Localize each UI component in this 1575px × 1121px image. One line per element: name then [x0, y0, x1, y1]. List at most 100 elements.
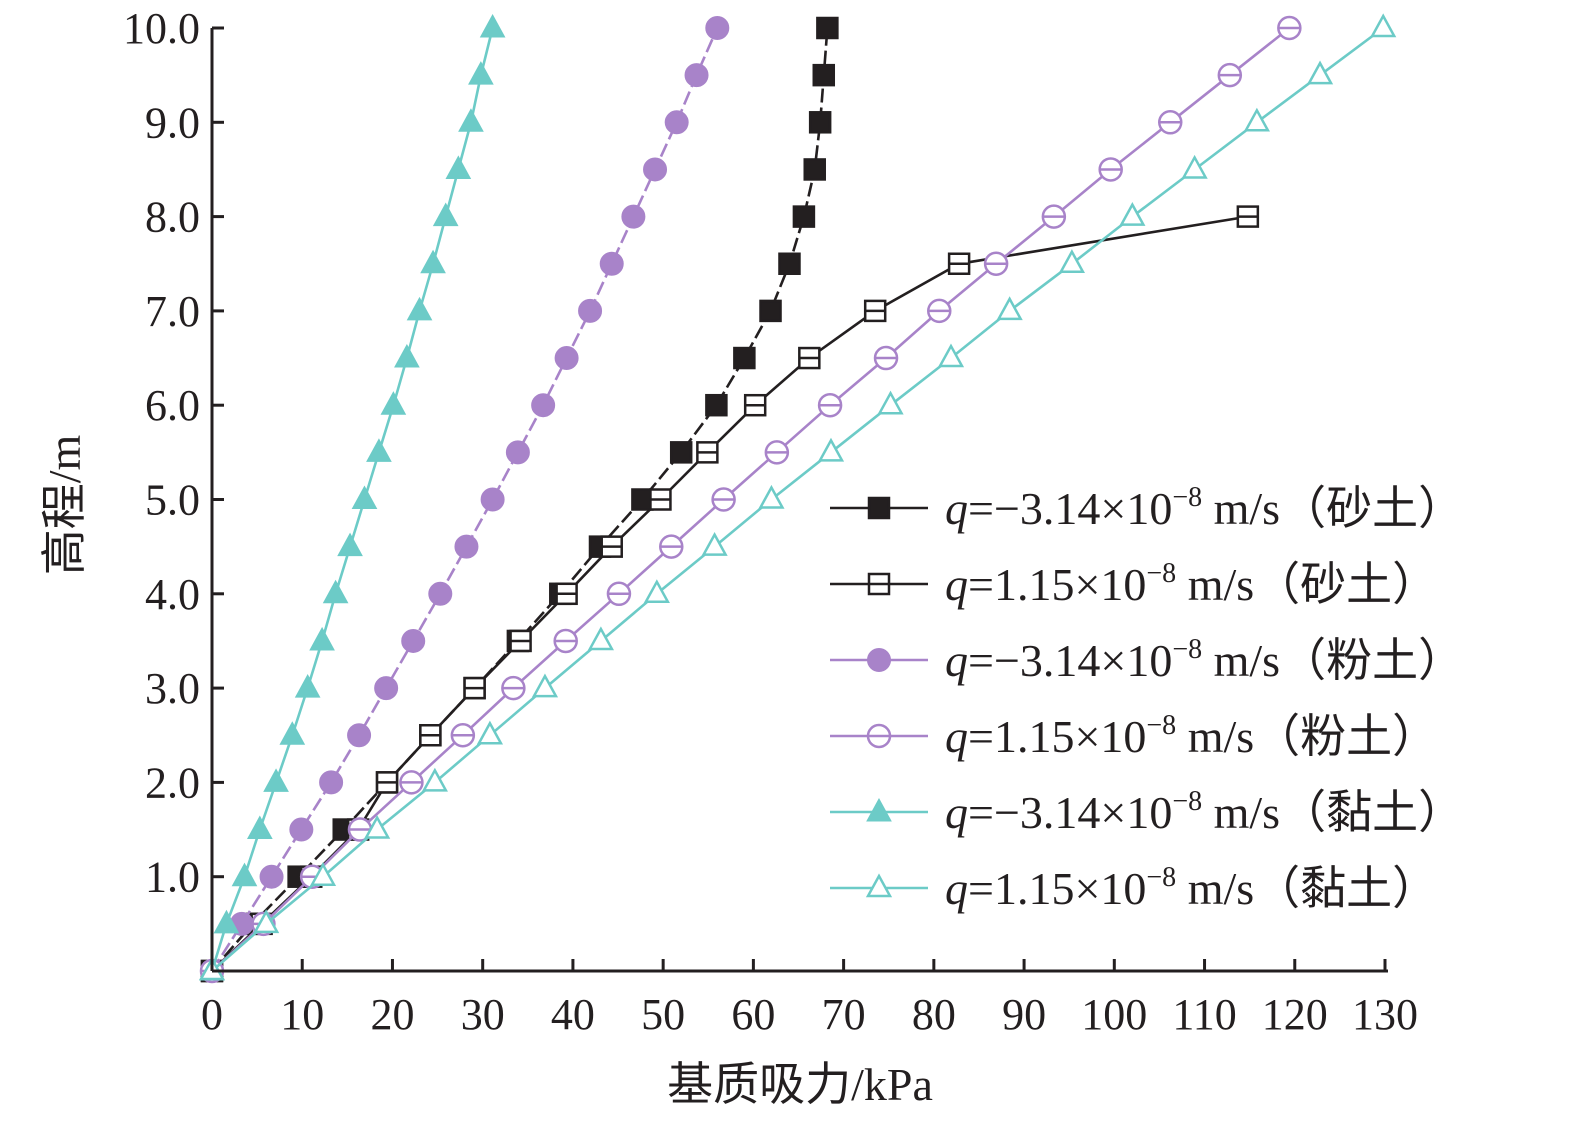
legend-marker	[867, 648, 891, 672]
legend-item: q=1.15×10−8 m/s（砂土）	[830, 558, 1438, 610]
data-point	[863, 299, 887, 323]
data-point	[947, 252, 971, 275]
series-4	[199, 13, 506, 981]
data-point	[309, 626, 335, 651]
data-point	[458, 108, 484, 132]
data-point	[401, 628, 426, 653]
data-point	[463, 676, 486, 700]
data-point	[643, 579, 670, 604]
data-point	[366, 438, 392, 462]
y-tick-label: 2.0	[145, 758, 200, 807]
x-tick-label: 100	[1081, 990, 1147, 1039]
x-tick-label: 110	[1172, 990, 1236, 1039]
data-point	[289, 817, 314, 842]
y-tick-label: 8.0	[145, 193, 200, 242]
legend-label: q=1.15×10−8 m/s（砂土）	[945, 558, 1438, 610]
legend-marker	[867, 496, 891, 520]
legend-label: q=−3.14×10−8 m/s（砂土）	[945, 482, 1464, 534]
data-point	[996, 296, 1023, 321]
legend-marker	[866, 723, 892, 749]
data-point	[937, 343, 965, 368]
data-point	[347, 723, 372, 748]
data-point	[505, 440, 530, 465]
data-point	[364, 814, 391, 839]
data-point	[798, 346, 821, 370]
data-point	[231, 862, 258, 887]
data-point	[294, 674, 321, 698]
x-tick-label: 20	[370, 990, 414, 1039]
data-point	[684, 63, 709, 88]
data-point	[406, 296, 433, 321]
data-point	[553, 628, 578, 654]
data-point	[246, 815, 273, 840]
data-point	[817, 437, 845, 462]
data-point	[380, 391, 407, 415]
data-point	[711, 487, 736, 512]
data-point	[1306, 60, 1334, 85]
x-tick-label: 70	[822, 990, 866, 1039]
data-point	[531, 673, 559, 698]
legend-label: q=1.15×10−8 m/s（粉土）	[945, 710, 1438, 762]
data-point	[764, 440, 790, 465]
y-tick-label: 9.0	[145, 98, 200, 147]
data-point	[1277, 15, 1302, 41]
series-5	[198, 13, 1397, 981]
data-point	[421, 767, 448, 792]
axes: 0 10 20 30 40 50 60 70 80 90 100 110 120 130 1.0 2.0 3.0…	[123, 4, 1418, 1039]
data-point	[374, 676, 399, 701]
data-point	[322, 579, 349, 604]
data-point	[213, 909, 240, 934]
data-point	[445, 155, 472, 179]
x-tick-label: 90	[1002, 990, 1046, 1039]
data-point	[587, 626, 615, 651]
y-tick-label: 10.0	[123, 4, 200, 53]
data-point	[792, 205, 816, 228]
legend-marker	[865, 873, 893, 898]
y-tick-label: 6.0	[145, 381, 200, 430]
data-point	[509, 629, 532, 653]
data-point	[600, 535, 623, 558]
y-tick-label: 4.0	[145, 570, 200, 619]
x-tick-label: 50	[641, 990, 685, 1039]
series-2	[200, 16, 730, 983]
data-point	[309, 862, 337, 886]
legend-label: q=−3.14×10−8 m/s（黏土）	[945, 786, 1464, 838]
legend-item: q=1.15×10−8 m/s（粉土）	[830, 710, 1438, 762]
data-point	[263, 768, 289, 792]
data-point	[1098, 157, 1123, 182]
data-point	[758, 484, 785, 509]
data-point	[1041, 204, 1067, 229]
x-tick-label: 80	[912, 990, 956, 1039]
data-point	[319, 770, 344, 795]
x-tick-label: 40	[551, 990, 595, 1039]
legend-item: q=−3.14×10−8 m/s（黏土）	[830, 786, 1464, 838]
data-point	[420, 249, 446, 274]
data-point	[432, 202, 459, 227]
data-point	[877, 390, 904, 415]
data-point	[1058, 249, 1086, 273]
data-point	[1243, 107, 1270, 132]
data-point	[1217, 62, 1243, 88]
data-point	[606, 581, 632, 607]
data-point	[705, 16, 730, 40]
x-tick-label: 10	[280, 990, 324, 1039]
data-point	[578, 298, 603, 323]
data-point	[1119, 202, 1146, 226]
x-tick-label: 30	[461, 990, 505, 1039]
legend-label: q=−3.14×10−8 m/s（粉土）	[945, 634, 1464, 686]
series-line	[210, 27, 719, 972]
data-point	[1370, 13, 1397, 38]
data-point	[983, 251, 1009, 276]
data-point	[375, 771, 399, 794]
legend-item: q=−3.14×10−8 m/s（砂土）	[830, 482, 1464, 534]
legend-label: q=1.15×10−8 m/s（黏土）	[945, 862, 1438, 914]
y-axis-title: 高程/m	[39, 435, 90, 576]
data-point	[649, 488, 672, 511]
data-point	[1236, 205, 1260, 228]
data-point	[468, 61, 494, 85]
x-axis-title: 基质吸力/kPa	[667, 1059, 933, 1110]
data-point	[259, 864, 284, 889]
legend: q=−3.14×10−8 m/s（砂土） q=1.15×10−8 m/s（砂土） q…	[830, 482, 1464, 914]
data-point	[279, 721, 306, 745]
data-point	[643, 157, 668, 182]
